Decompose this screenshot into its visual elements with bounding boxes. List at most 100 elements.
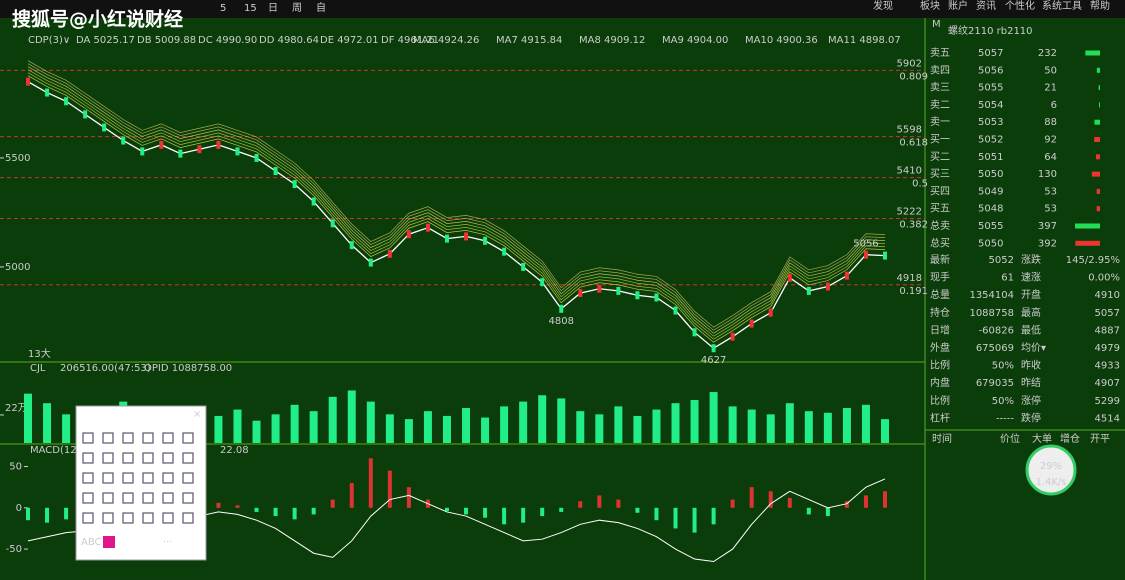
volume-bar xyxy=(576,411,585,443)
book-price: 5056 xyxy=(978,65,1003,76)
toolbox-close[interactable]: × xyxy=(193,409,201,420)
y-tick-label: 0 xyxy=(16,503,22,514)
menu-item[interactable]: 帮助 xyxy=(1090,0,1110,12)
tool-icon[interactable] xyxy=(102,472,114,484)
tool-icon[interactable] xyxy=(142,432,154,444)
macd-bar xyxy=(235,505,240,508)
stat-label: 最新 xyxy=(930,253,950,266)
level-ratio: 0.5 xyxy=(912,179,928,190)
tool-icon[interactable] xyxy=(82,432,94,444)
period-button[interactable]: 15 xyxy=(244,3,257,14)
candle xyxy=(330,219,335,228)
tool-icon[interactable] xyxy=(102,432,114,444)
menu-item[interactable]: 板块 xyxy=(920,0,940,12)
level-price: 5598 xyxy=(897,125,922,136)
tool-icon[interactable] xyxy=(102,492,114,504)
tool-icon[interactable] xyxy=(102,512,114,524)
menu-item[interactable]: 系统工具 xyxy=(1042,0,1082,12)
book-bar xyxy=(1095,154,1100,160)
candle xyxy=(83,110,88,119)
tool-icon[interactable] xyxy=(162,472,174,484)
macd-bar xyxy=(844,501,849,508)
tool-icon[interactable] xyxy=(82,452,94,464)
book-price: 5049 xyxy=(978,186,1003,197)
tool-icon[interactable] xyxy=(122,512,134,524)
book-label: 卖五 xyxy=(930,47,950,59)
tool-icon[interactable] xyxy=(142,492,154,504)
macd-bar xyxy=(692,507,697,533)
level-ratio: 0.809 xyxy=(899,71,928,82)
stat-label: 外盘 xyxy=(930,341,950,354)
period-button[interactable]: 自 xyxy=(316,1,326,14)
volume-bar xyxy=(309,411,318,443)
stat-label: 现手 xyxy=(930,271,950,284)
tool-icon[interactable] xyxy=(122,492,134,504)
macd-bar xyxy=(216,502,221,508)
volume-bar xyxy=(271,414,280,443)
tool-icon[interactable] xyxy=(182,452,194,464)
tool-icon[interactable] xyxy=(82,492,94,504)
tool-icon[interactable] xyxy=(182,432,194,444)
volume-bar xyxy=(62,414,71,443)
book-label: 卖一 xyxy=(930,116,950,128)
tool-icon[interactable] xyxy=(142,512,154,524)
tool-icon[interactable] xyxy=(162,432,174,444)
ma-legend: MA7 4915.84 xyxy=(496,35,562,46)
ma-ribbon xyxy=(27,75,886,343)
tool-icon[interactable] xyxy=(122,472,134,484)
candle xyxy=(711,344,716,353)
volume-bar xyxy=(347,390,356,443)
candle xyxy=(559,304,564,313)
macd-value: 22.08 xyxy=(220,445,249,456)
tool-icon[interactable] xyxy=(122,452,134,464)
ma-ribbon xyxy=(27,63,886,331)
period-button[interactable]: 5 xyxy=(220,3,226,14)
candle xyxy=(578,289,583,298)
stat-value: 4910 xyxy=(1095,290,1120,301)
book-label: 总买 xyxy=(930,236,950,249)
menu-item[interactable]: 个性化 xyxy=(1005,0,1035,12)
candle xyxy=(26,77,30,86)
stat-label: 速涨 xyxy=(1021,272,1041,284)
tool-icon[interactable] xyxy=(162,452,174,464)
stat-label: 内盘 xyxy=(930,376,950,389)
volume-bar xyxy=(728,406,737,443)
tool-icon[interactable] xyxy=(182,492,194,504)
macd-bar xyxy=(483,507,488,518)
stat-label: 最低 xyxy=(1021,323,1041,336)
tool-icon[interactable] xyxy=(102,452,114,464)
period-button[interactable]: 周 xyxy=(292,2,302,14)
tool-icon[interactable] xyxy=(182,512,194,524)
stat-label: 持仓 xyxy=(930,306,950,319)
book-volume: 397 xyxy=(1038,221,1057,232)
tool-icon[interactable] xyxy=(162,492,174,504)
tool-more[interactable]: ··· xyxy=(163,537,173,548)
candle xyxy=(597,284,602,293)
tool-icon[interactable] xyxy=(142,452,154,464)
legend-item: DE 4972.01 xyxy=(320,35,379,46)
tool-icon[interactable] xyxy=(82,512,94,524)
macd-bar xyxy=(502,507,507,525)
book-bar xyxy=(1096,67,1100,73)
stat-value: 1354104 xyxy=(969,290,1014,301)
tool-color[interactable] xyxy=(103,536,115,548)
period-button[interactable]: 日 xyxy=(268,3,278,14)
book-volume: 50 xyxy=(1044,65,1057,76)
tool-icon[interactable] xyxy=(122,432,134,444)
menu-item[interactable]: 资讯 xyxy=(976,0,996,12)
book-bar xyxy=(1075,223,1100,229)
candle xyxy=(883,251,887,260)
tool-icon[interactable] xyxy=(182,472,194,484)
price-annotation: 4627 xyxy=(701,355,726,366)
tool-icon[interactable] xyxy=(142,472,154,484)
volume-oi: OPID 1088758.00 xyxy=(144,363,232,374)
tool-icon[interactable] xyxy=(162,512,174,524)
tool-icon[interactable] xyxy=(82,472,94,484)
menu-item[interactable]: 账户 xyxy=(948,0,968,12)
indicator-label[interactable]: CDP(3)∨ xyxy=(28,35,70,46)
macd-bar xyxy=(787,497,792,508)
tool-text[interactable]: ABC xyxy=(81,537,102,548)
book-label: 买二 xyxy=(930,151,950,163)
book-bar xyxy=(1096,206,1100,212)
menu-item[interactable]: 发现 xyxy=(873,0,893,12)
